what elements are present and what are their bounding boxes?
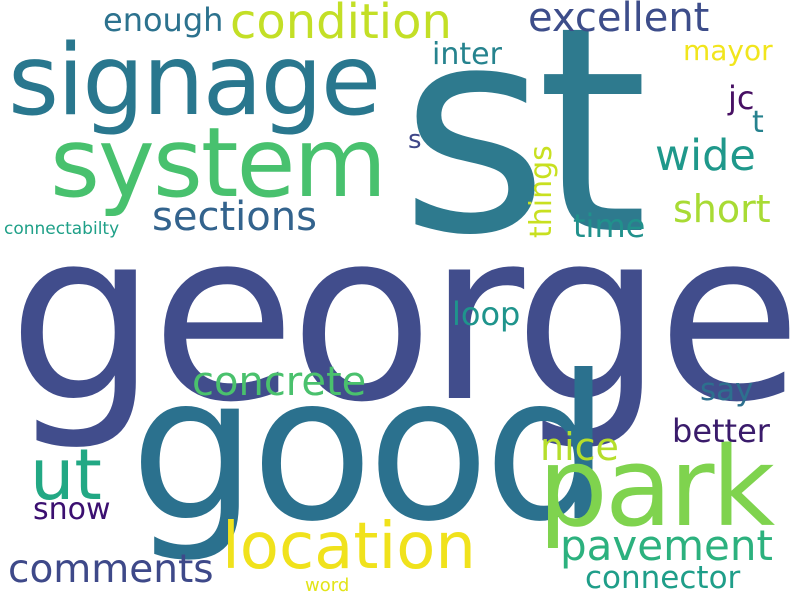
word-ut: ut (30, 434, 102, 516)
word-inter: inter (432, 37, 502, 72)
word-george: george (8, 181, 800, 454)
word-connectabilty: connectabilty (4, 219, 120, 239)
word-time: time (573, 207, 646, 245)
word-location: location (222, 510, 476, 584)
word-say: say (700, 372, 754, 408)
word-snow: snow (33, 492, 111, 527)
word-pavement: pavement (560, 521, 773, 570)
word-sections: sections (152, 194, 317, 240)
word-connector: connector (585, 560, 741, 596)
word-t: t (752, 105, 764, 140)
word-jc: jc (728, 79, 755, 117)
word-comments: comments (8, 547, 214, 592)
word-excellent: excellent (528, 0, 710, 41)
word-better: better (672, 412, 770, 450)
word-enough: enough (103, 1, 224, 39)
word-mayor: mayor (683, 34, 773, 67)
word-st: st (400, 0, 648, 298)
word-s: s (408, 125, 422, 155)
word-system: system (50, 107, 387, 219)
word-concrete: concrete (192, 359, 367, 405)
word-nice: nice (540, 425, 619, 469)
word-loop: loop (452, 295, 521, 333)
word-signage: signage (8, 24, 381, 138)
word-good: good (130, 333, 611, 566)
word-things: things (524, 145, 559, 238)
word-word: word (305, 575, 350, 596)
word-park: park (538, 423, 775, 551)
word-condition: condition (230, 0, 452, 50)
word-wide: wide (655, 131, 756, 181)
word-short: short (673, 187, 771, 231)
